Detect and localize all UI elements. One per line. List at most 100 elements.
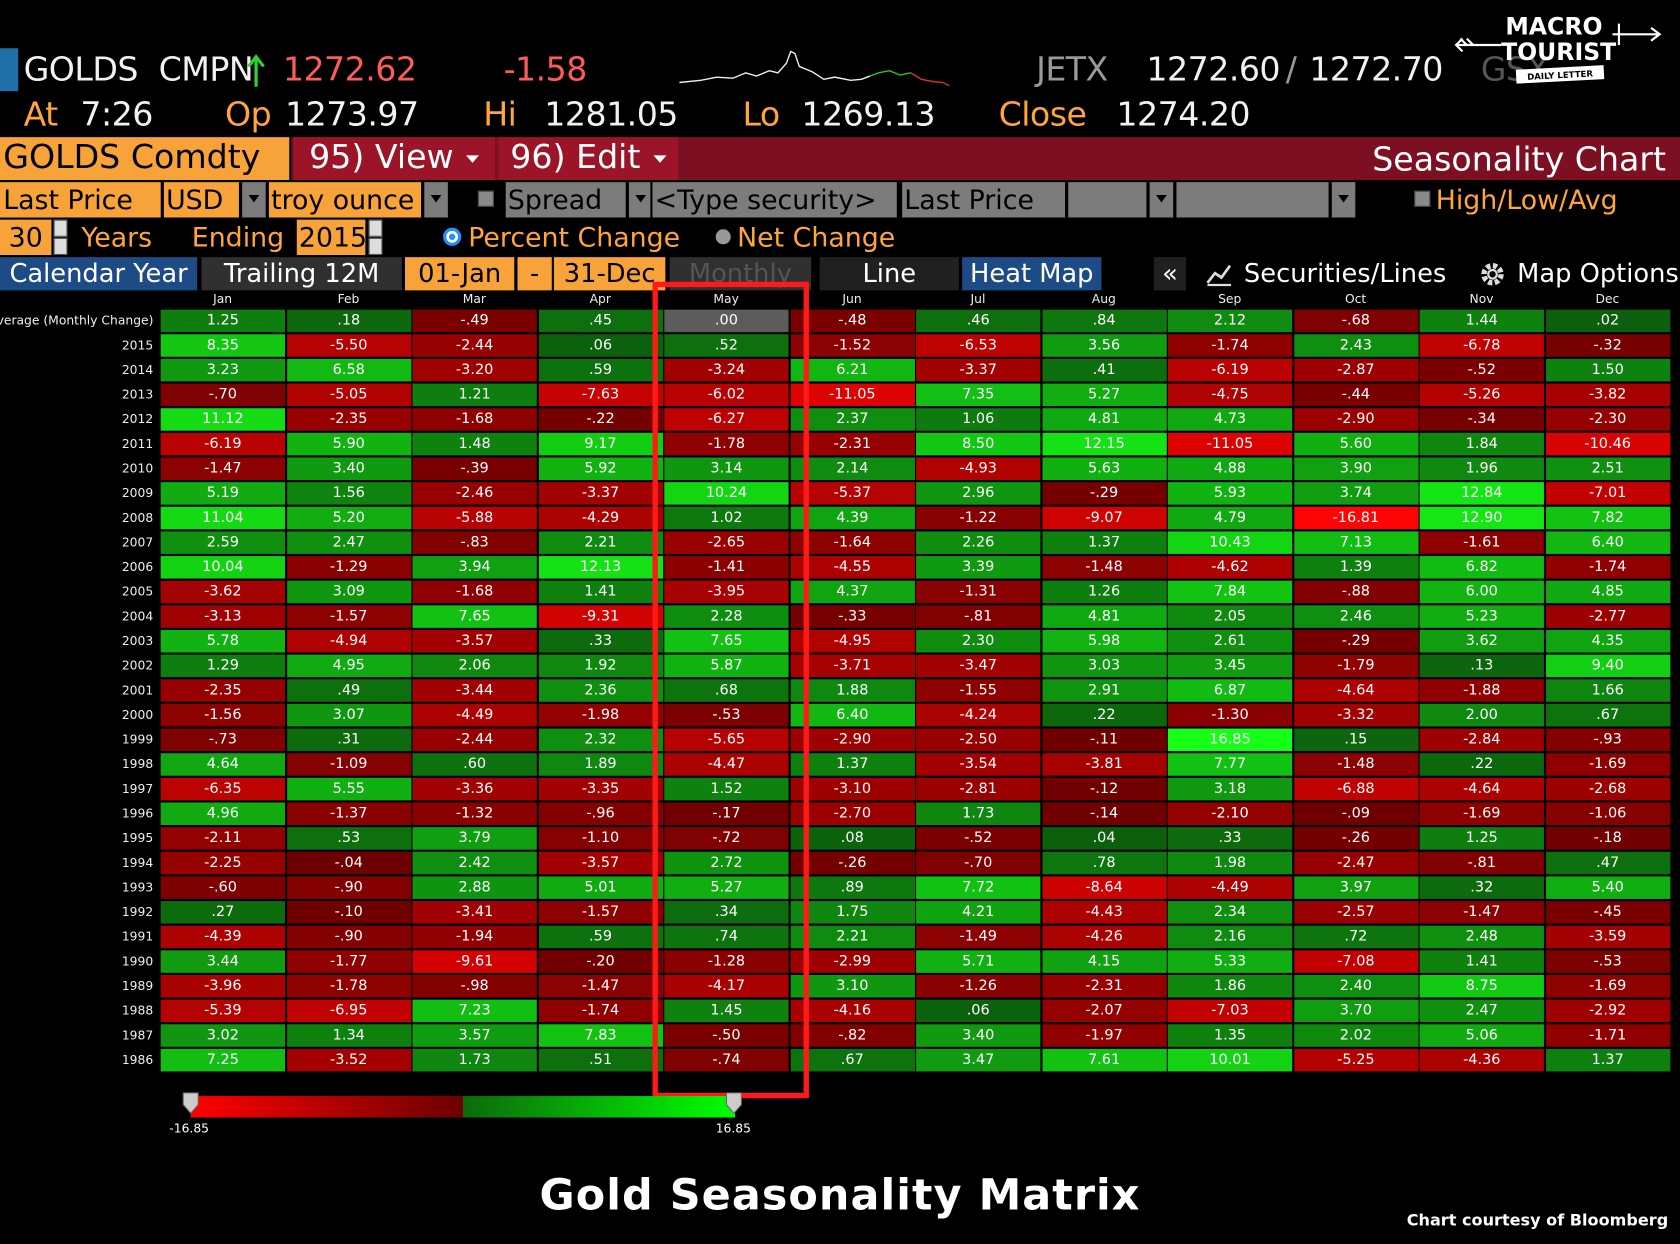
start-date[interactable]: 01-Jan (405, 257, 515, 291)
heat-cell: 1.25 (1419, 827, 1544, 850)
heat-cell: 3.40 (916, 1024, 1041, 1047)
heat-cell: 7.77 (1167, 753, 1293, 776)
heat-cell: 3.90 (1293, 457, 1419, 481)
heat-cell: -6.53 (916, 334, 1041, 357)
heat-cell: 5.55 (286, 777, 411, 801)
heat-cell: 5.63 (1041, 457, 1167, 481)
map-options-button[interactable]: Map Options (1517, 258, 1679, 289)
unit-select[interactable]: troy ounce (268, 182, 422, 218)
heat-cell: -3.52 (286, 1048, 411, 1072)
heat-cell: 4.95 (286, 654, 411, 678)
heat-cell: 2.96 (916, 482, 1041, 505)
line-tab[interactable]: Line (819, 257, 959, 291)
spin-up[interactable] (53, 219, 68, 237)
heat-cell: 7.72 (916, 876, 1041, 899)
heat-cell: 7.35 (916, 383, 1041, 407)
scale-handle[interactable] (182, 1092, 199, 1116)
row-label: 1997 (121, 781, 154, 797)
heat-cell: -2.44 (412, 334, 537, 357)
heat-cell: -4.26 (1041, 925, 1167, 949)
heat-cell: -3.96 (160, 975, 286, 998)
heat-cell: -.53 (1545, 950, 1670, 973)
heat-cell: -1.61 (1419, 531, 1544, 554)
heat-cell: -.29 (1041, 482, 1167, 505)
ending-input[interactable]: 2015 (296, 219, 366, 256)
heat-cell: -3.37 (916, 358, 1041, 382)
page-title: Seasonality Chart (1372, 140, 1667, 179)
collapse-button[interactable]: « (1153, 257, 1187, 291)
view-menu[interactable]: 95) View (293, 137, 496, 181)
heat-cell: 4.73 (1167, 408, 1293, 431)
dropdown-button[interactable] (1331, 182, 1356, 218)
heat-cell: -1.74 (538, 999, 663, 1023)
checkbox[interactable] (477, 190, 494, 207)
heat-cell: 2.47 (286, 531, 411, 554)
heat-cell: 2.88 (412, 876, 537, 899)
dropdown-button[interactable] (628, 182, 651, 218)
high-low-avg-option[interactable]: High/Low/Avg (1435, 184, 1618, 216)
blank-field[interactable] (1176, 182, 1329, 218)
end-date[interactable]: 31-Dec (553, 257, 666, 291)
checkbox[interactable] (1414, 190, 1431, 207)
edit-menu[interactable]: 96) Edit (498, 137, 679, 181)
row-label: 2005 (121, 583, 154, 599)
status-block (0, 48, 19, 92)
calendar-year-tab[interactable]: Calendar Year (0, 257, 198, 291)
radio-selected[interactable] (443, 227, 462, 246)
spin-down[interactable] (53, 237, 68, 256)
net-change-option[interactable]: Net Change (737, 221, 896, 253)
heat-cell: -1.48 (1041, 556, 1167, 579)
heat-cell: -.88 (1293, 580, 1419, 604)
close-label: Close (998, 95, 1087, 134)
heat-cell: 1.26 (1041, 580, 1167, 604)
securities-button[interactable]: Securities/Lines (1243, 258, 1447, 289)
dropdown-button[interactable] (424, 182, 448, 218)
heat-cell: -2.84 (1419, 728, 1544, 752)
bid: 1272.60 (1146, 50, 1281, 89)
heat-cell: 4.64 (160, 753, 286, 776)
heat-cell: .84 (1041, 309, 1167, 333)
heat-cell: -11.05 (1167, 432, 1293, 456)
field2-select[interactable]: Last Price (902, 182, 1066, 218)
heat-map-tab[interactable]: Heat Map (962, 257, 1102, 291)
currency-select[interactable]: USD (163, 182, 239, 218)
date-dash: - (517, 257, 552, 291)
column-header: Oct (1344, 291, 1367, 307)
blank-field[interactable] (1068, 182, 1147, 218)
heat-cell: .53 (286, 827, 411, 850)
heat-cell: 5.78 (160, 630, 286, 653)
percent-change-option[interactable]: Percent Change (468, 221, 681, 253)
trailing-tab[interactable]: Trailing 12M (201, 257, 402, 291)
security-input[interactable]: <Type security> (652, 182, 897, 218)
heat-cell: -.18 (1545, 827, 1670, 850)
scale-handle[interactable] (725, 1092, 742, 1116)
heat-cell: -1.69 (1419, 802, 1544, 826)
exchange: JETX (1036, 50, 1108, 89)
ask: 1272.70 (1309, 50, 1443, 89)
row-label: 1991 (121, 928, 154, 944)
heat-cell: -.12 (1041, 777, 1167, 801)
heat-cell: -4.49 (412, 703, 537, 727)
heat-cell: 5.06 (1419, 1024, 1544, 1047)
dropdown-button[interactable] (1149, 182, 1174, 218)
spin-up[interactable] (368, 219, 383, 237)
heat-cell: -.60 (160, 876, 286, 899)
security-field[interactable]: GOLDS Comdty (0, 137, 290, 181)
heat-cell: .22 (1041, 703, 1167, 727)
heat-cell: -.90 (286, 876, 411, 899)
radio[interactable] (714, 227, 733, 246)
field-select[interactable]: Last Price (0, 182, 161, 218)
spread-select[interactable]: Spread (505, 182, 626, 218)
row-label: 2006 (121, 559, 154, 575)
column-header: Nov (1469, 291, 1494, 307)
heat-cell: 7.65 (412, 605, 537, 628)
column-header: Apr (589, 291, 611, 307)
heat-cell: -5.05 (286, 383, 411, 407)
dropdown-button[interactable] (242, 182, 266, 218)
years-input[interactable]: 30 (0, 219, 52, 256)
heat-cell: 3.74 (1293, 482, 1419, 505)
row-label: 2012 (121, 411, 154, 427)
heat-cell: -3.35 (538, 777, 663, 801)
spin-down[interactable] (368, 237, 383, 256)
